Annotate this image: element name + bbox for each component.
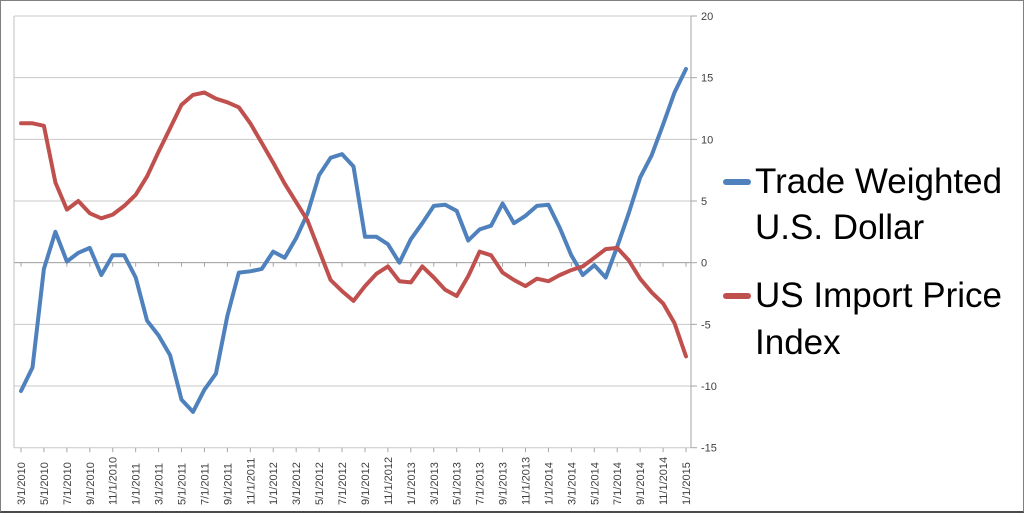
x-axis-tick-label: 5/1/2011 — [177, 463, 189, 505]
y-axis-tick-label: 15 — [701, 73, 713, 85]
gridlines — [14, 15, 691, 449]
value-axis-ticks — [691, 15, 697, 449]
x-axis-labels: 3/1/2010 5/1/2010 7/1/2010 9/1/2010 11/1/201… — [16, 457, 693, 505]
x-axis-tick-label: 5/1/2010 — [39, 462, 51, 505]
legend-label: US Import Price Index — [755, 276, 1002, 362]
x-axis-tick-label: 9/1/2012 — [360, 462, 372, 505]
chart-legend: Trade Weighted U.S. Dollar US Import Pri… — [723, 159, 1023, 388]
x-axis-tick-label: 9/1/2010 — [85, 462, 97, 505]
x-axis-tick-label: 7/1/2012 — [337, 462, 349, 505]
y-axis-tick-label: -5 — [701, 319, 711, 331]
series-line-us-import-price-index — [19, 90, 688, 359]
x-axis-tick-label: 1/1/2015 — [681, 462, 693, 505]
y-axis-tick-label: -15 — [701, 443, 717, 455]
x-axis-tick-label: 1/1/2012 — [268, 462, 280, 505]
x-axis-tick-label: 11/1/2010 — [108, 457, 120, 505]
legend-line-marker-red — [723, 293, 751, 300]
x-axis-tick-label: 11/1/2013 — [520, 457, 532, 505]
x-axis-tick-label: 11/1/2014 — [658, 457, 670, 505]
x-axis-tick-label: 1/1/2014 — [543, 462, 555, 505]
value-axis-labels: 20 15 10 5 0 -5 -10 -15 — [701, 11, 717, 455]
x-axis-tick-label: 7/1/2014 — [612, 462, 624, 505]
x-axis-tick-label: 11/1/2011 — [245, 458, 257, 505]
x-axis-tick-label: 9/1/2014 — [635, 462, 647, 505]
legend-item-us-import-price-index: US Import Price Index — [723, 273, 1023, 365]
x-axis-tick-label: 1/1/2011 — [131, 463, 143, 505]
y-axis-tick-label: -10 — [701, 381, 717, 393]
category-axis-ticks — [20, 262, 687, 453]
x-axis-tick-label: 3/1/2011 — [154, 463, 166, 505]
x-axis-tick-label: 3/1/2013 — [429, 462, 441, 505]
x-axis-tick-label: 5/1/2012 — [314, 462, 326, 505]
legend-line-marker-blue — [723, 179, 751, 185]
x-axis-tick-label: 3/1/2012 — [291, 462, 303, 505]
x-axis-tick-label: 5/1/2014 — [589, 462, 601, 505]
x-axis-tick-label: 11/1/2012 — [383, 457, 395, 505]
x-axis-tick-label: 7/1/2013 — [475, 462, 487, 505]
x-axis-tick-label: 1/1/2013 — [406, 462, 418, 505]
legend-label: Trade Weighted U.S. Dollar — [755, 162, 1003, 248]
y-axis-tick-label: 20 — [701, 11, 713, 23]
x-axis-tick-label: 9/1/2013 — [498, 462, 510, 505]
x-axis-tick-label: 3/1/2010 — [16, 462, 28, 505]
legend-item-trade-weighted-us-dollar: Trade Weighted U.S. Dollar — [723, 159, 1023, 251]
y-axis-tick-label: 5 — [701, 196, 707, 208]
y-axis-tick-label: 10 — [701, 134, 713, 146]
x-axis-tick-label: 7/1/2011 — [199, 463, 211, 505]
x-axis-tick-label: 9/1/2011 — [222, 463, 234, 505]
x-axis-tick-label: 7/1/2010 — [62, 462, 74, 505]
series-line-trade-weighted-u-s-dollar — [19, 67, 688, 414]
y-axis-tick-label: 0 — [701, 258, 707, 270]
x-axis-tick-label: 5/1/2013 — [452, 462, 464, 505]
x-axis-tick-label: 3/1/2014 — [566, 462, 578, 505]
